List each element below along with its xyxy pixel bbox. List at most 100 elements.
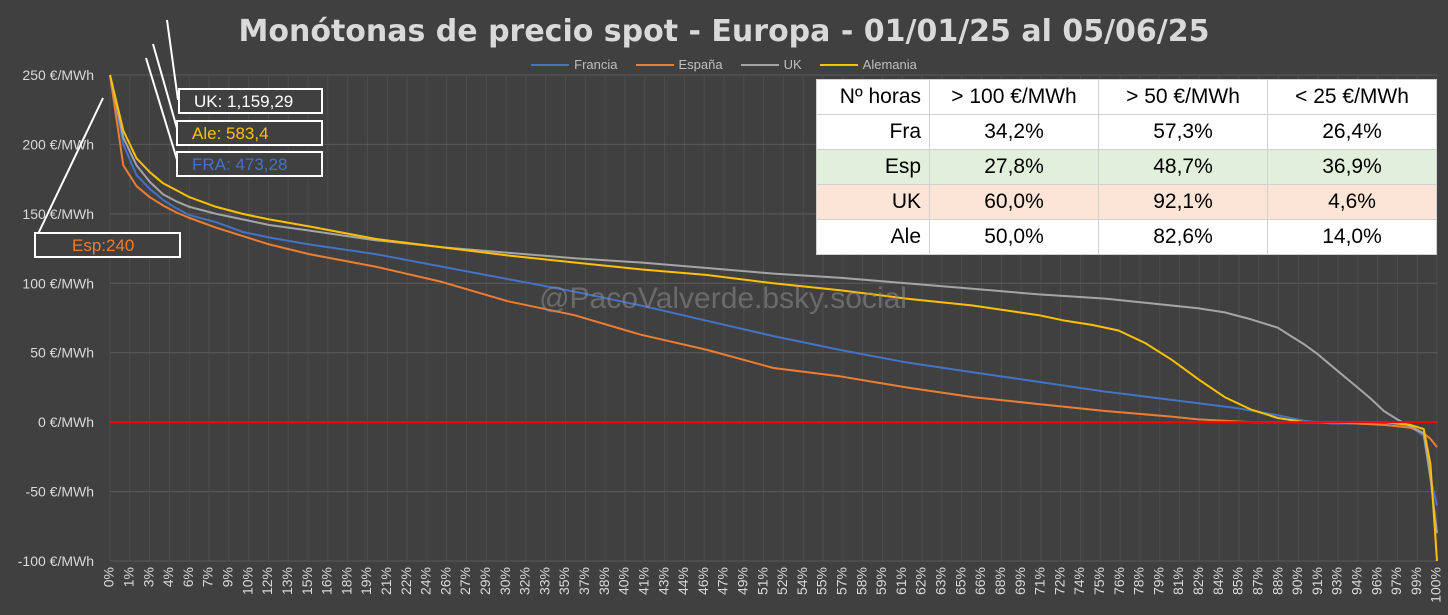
x-tick-label: 10% (239, 567, 255, 595)
callout-fra: FRA: 473,28 (176, 151, 323, 177)
x-tick-label: 40% (616, 567, 632, 595)
legend-label-uk: UK (783, 57, 802, 72)
x-tick-label: 29% (477, 567, 493, 595)
x-tick-label: 18% (338, 567, 354, 595)
x-tick-label: 38% (596, 567, 612, 595)
x-tick-label: 85% (1230, 567, 1246, 595)
stats-row-esp: Esp 27,8% 48,7% 36,9% (816, 149, 1437, 185)
stats-cell: 48,7% (1098, 149, 1268, 185)
x-tick-label: 9% (220, 567, 236, 587)
y-tick-label: 0 €/MWh (38, 414, 94, 430)
chart-title: Monótonas de precio spot - Europa - 01/0… (238, 14, 1210, 49)
x-tick-label: 55% (814, 567, 830, 595)
x-tick-label: 30% (497, 567, 513, 595)
stats-cell: 50,0% (929, 219, 1099, 255)
x-tick-label: 4% (160, 567, 176, 587)
x-tick-label: 7% (200, 567, 216, 587)
y-tick-label: 200 €/MWh (22, 136, 94, 152)
legend-item-espana: España (635, 57, 723, 72)
x-tick-label: 21% (378, 567, 394, 595)
legend-item-uk: UK (740, 57, 802, 72)
stats-cell: 26,4% (1267, 114, 1437, 150)
x-tick-label: 44% (675, 567, 691, 595)
x-tick-label: 54% (794, 567, 810, 595)
legend-swatch-uk (740, 63, 779, 66)
legend-item-alemania: Alemania (819, 57, 917, 72)
x-tick-label: 61% (893, 567, 909, 595)
x-tick-label: 90% (1289, 567, 1305, 595)
x-tick-label: 68% (992, 567, 1008, 595)
x-tick-label: 16% (319, 567, 335, 595)
x-tick-label: 84% (1210, 567, 1226, 595)
legend-swatch-alemania (819, 63, 858, 66)
x-tick-label: 26% (437, 567, 453, 595)
x-tick-label: 1% (121, 567, 137, 587)
x-tick-label: 87% (1249, 567, 1265, 595)
legend-swatch-espana (635, 63, 674, 66)
x-tick-label: 6% (180, 567, 196, 587)
x-tick-label: 52% (774, 567, 790, 595)
y-tick-label: -50 €/MWh (26, 484, 94, 500)
stats-cell: 34,2% (929, 114, 1099, 150)
stats-header-cell: Nº horas (816, 79, 930, 115)
x-tick-label: 75% (1091, 567, 1107, 595)
x-tick-label: 47% (715, 567, 731, 595)
y-tick-label: 150 €/MWh (22, 206, 94, 222)
y-tick-label: -100 €/MWh (18, 553, 94, 569)
x-tick-label: 71% (1032, 567, 1048, 595)
callout-leader-fra (145, 57, 179, 164)
x-tick-label: 91% (1309, 567, 1325, 595)
stats-row-label: Esp (816, 149, 930, 185)
stats-cell: 14,0% (1267, 219, 1437, 255)
x-tick-label: 13% (279, 567, 295, 595)
x-tick-label: 62% (913, 567, 929, 595)
callout-leader-ale (152, 43, 179, 133)
x-tick-label: 76% (1111, 567, 1127, 595)
x-tick-label: 37% (576, 567, 592, 595)
x-tick-label: 15% (299, 567, 315, 595)
x-tick-label: 0% (101, 567, 117, 587)
stats-row-uk: UK 60,0% 92,1% 4,6% (816, 184, 1437, 220)
x-tick-label: 33% (536, 567, 552, 595)
stats-header-cell: < 25 €/MWh (1267, 79, 1437, 115)
x-tick-label: 51% (754, 567, 770, 595)
x-tick-label: 79% (1150, 567, 1166, 595)
y-tick-label: 50 €/MWh (30, 345, 94, 361)
x-tick-label: 97% (1388, 567, 1404, 595)
x-tick-label: 82% (1190, 567, 1206, 595)
x-tick-label: 22% (398, 567, 414, 595)
callout-leader-esp (37, 97, 104, 235)
legend-label-alemania: Alemania (862, 57, 917, 72)
x-tick-label: 19% (358, 567, 374, 595)
x-tick-label: 81% (1170, 567, 1186, 595)
stats-cell: 92,1% (1098, 184, 1268, 220)
callout-ale: Ale: 583,4 (176, 120, 323, 146)
legend-label-espana: España (678, 57, 723, 72)
legend-swatch-francia (531, 63, 570, 66)
stats-cell: 57,3% (1098, 114, 1268, 150)
stats-header-cell: > 100 €/MWh (929, 79, 1099, 115)
series-line-uk (109, 74, 1438, 534)
watermark-text: @PacoValverde.bsky.social (539, 282, 907, 315)
stats-cell: 36,9% (1267, 149, 1437, 185)
x-tick-label: 43% (655, 567, 671, 595)
x-tick-label: 66% (972, 567, 988, 595)
stats-cell: 4,6% (1267, 184, 1437, 220)
stats-row-label: Ale (816, 219, 930, 255)
chart-legend: Francia España UK Alemania (0, 57, 1448, 72)
stats-cell: 82,6% (1098, 219, 1268, 255)
y-tick-label: 100 €/MWh (22, 275, 94, 291)
x-tick-label: 65% (952, 567, 968, 595)
x-tick-label: 57% (834, 567, 850, 595)
x-tick-label: 58% (853, 567, 869, 595)
x-tick-label: 74% (1071, 567, 1087, 595)
stats-cell: 27,8% (929, 149, 1099, 185)
stats-table: Nº horas > 100 €/MWh > 50 €/MWh < 25 €/M… (816, 79, 1437, 255)
x-tick-label: 12% (259, 567, 275, 595)
stats-row-fra: Fra 34,2% 57,3% 26,4% (816, 114, 1437, 150)
x-tick-label: 59% (873, 567, 889, 595)
stats-header-row: Nº horas > 100 €/MWh > 50 €/MWh < 25 €/M… (816, 79, 1437, 115)
stats-row-ale: Ale 50,0% 82,6% 14,0% (816, 219, 1437, 255)
